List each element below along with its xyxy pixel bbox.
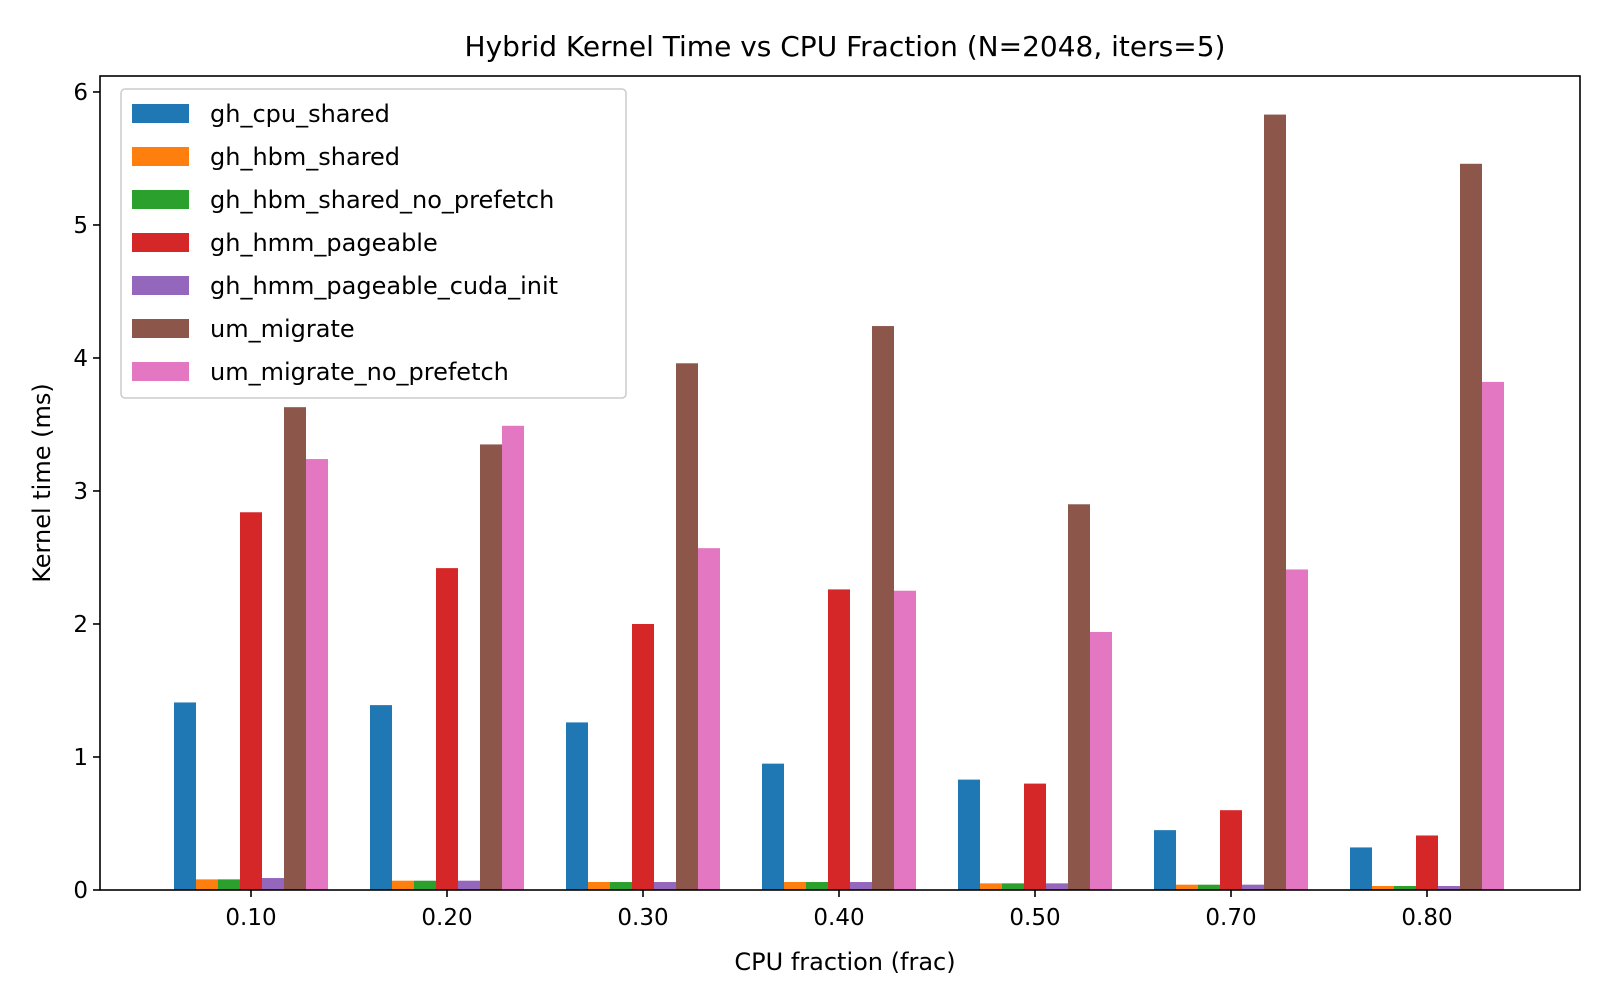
bar-um_migrate_no_prefetch-0.20 xyxy=(502,425,524,890)
x-tick-label: 0.50 xyxy=(1009,905,1060,931)
bar-gh_hmm_pageable_cuda_init-0.70 xyxy=(1242,884,1264,890)
bar-gh_hmm_pageable-0.70 xyxy=(1220,810,1242,890)
bar-gh_cpu_shared-0.80 xyxy=(1350,847,1372,890)
bar-um_migrate-0.30 xyxy=(676,363,698,890)
legend-swatch-gh_hmm_pageable xyxy=(132,233,189,252)
legend-swatch-gh_hbm_shared xyxy=(132,147,189,166)
x-tick-label: 0.70 xyxy=(1205,905,1256,931)
y-tick-label: 3 xyxy=(73,479,88,505)
x-axis-label: CPU fraction (frac) xyxy=(734,948,955,976)
series-gh_cpu_shared xyxy=(174,702,1372,890)
series-gh_hmm_pageable_cuda_init xyxy=(262,878,1460,890)
bar-gh_hbm_shared-0.20 xyxy=(392,880,414,890)
legend-swatch-gh_hbm_shared_no_prefetch xyxy=(132,190,189,209)
bar-gh_hbm_shared-0.50 xyxy=(980,883,1002,890)
bar-um_migrate_no_prefetch-0.30 xyxy=(698,548,720,890)
legend: gh_cpu_shared gh_hbm_shared gh_hbm_shared_… xyxy=(120,88,627,399)
bar-gh_hmm_pageable_cuda_init-0.30 xyxy=(654,882,676,890)
x-tick-label: 0.80 xyxy=(1401,905,1452,931)
bar-um_migrate_no_prefetch-0.10 xyxy=(306,459,328,890)
bar-gh_hbm_shared-0.70 xyxy=(1176,884,1198,890)
bar-gh_cpu_shared-0.20 xyxy=(370,705,392,890)
bar-gh_hbm_shared-0.30 xyxy=(588,882,610,890)
y-tick-label: 0 xyxy=(73,878,88,904)
legend-swatch-gh_hmm_pageable_cuda_init xyxy=(132,276,189,295)
bar-gh_hbm_shared_no_prefetch-0.30 xyxy=(610,882,632,890)
series-gh_hbm_shared xyxy=(196,879,1394,890)
bar-um_migrate-0.10 xyxy=(284,407,306,890)
chart-title: Hybrid Kernel Time vs CPU Fraction (N=20… xyxy=(465,30,1226,63)
bar-gh_cpu_shared-0.30 xyxy=(566,722,588,890)
y-axis: 0 1 2 3 4 5 6 xyxy=(73,80,100,904)
bars-group xyxy=(174,114,1504,891)
bar-um_migrate-0.70 xyxy=(1264,114,1286,890)
bar-um_migrate-0.80 xyxy=(1460,163,1482,891)
y-tick-label: 1 xyxy=(73,745,88,771)
y-tick-label: 5 xyxy=(73,213,88,239)
bar-gh_hbm_shared_no_prefetch-0.20 xyxy=(414,880,436,890)
bar-gh_hbm_shared_no_prefetch-0.70 xyxy=(1198,884,1220,890)
legend-swatch-gh_cpu_shared xyxy=(132,104,189,123)
x-axis: 0.10 0.20 0.30 0.40 0.50 0.70 0.80 xyxy=(225,890,1453,931)
legend-label-um_migrate_no_prefetch: um_migrate_no_prefetch xyxy=(210,358,509,386)
bar-gh_hmm_pageable_cuda_init-0.50 xyxy=(1046,883,1068,890)
series-um_migrate_no_prefetch xyxy=(306,381,1504,890)
legend-label-gh_hbm_shared_no_prefetch: gh_hbm_shared_no_prefetch xyxy=(210,186,554,214)
series-gh_hmm_pageable xyxy=(240,512,1438,890)
bar-gh_cpu_shared-0.70 xyxy=(1154,830,1176,890)
bar-gh_hmm_pageable-0.30 xyxy=(632,623,654,890)
bar-gh_hbm_shared-0.40 xyxy=(784,882,806,890)
legend-box xyxy=(120,88,627,399)
bar-gh_hbm_shared_no_prefetch-0.40 xyxy=(806,882,828,890)
x-tick-label: 0.30 xyxy=(617,905,668,931)
bar-gh_hbm_shared-0.10 xyxy=(196,879,218,890)
x-tick-label: 0.10 xyxy=(225,905,276,931)
bar-gh_hmm_pageable-0.50 xyxy=(1024,783,1046,890)
bar-gh_hbm_shared-0.80 xyxy=(1372,886,1394,890)
bar-gh_hmm_pageable-0.80 xyxy=(1416,835,1438,890)
legend-swatch-um_migrate_no_prefetch xyxy=(132,362,189,381)
series-um_migrate xyxy=(284,114,1482,891)
bar-um_migrate_no_prefetch-0.70 xyxy=(1286,569,1308,890)
bar-gh_hmm_pageable_cuda_init-0.80 xyxy=(1438,886,1460,890)
y-tick-label: 2 xyxy=(73,612,88,638)
bar-gh_hmm_pageable-0.10 xyxy=(240,512,262,890)
bar-gh_hbm_shared_no_prefetch-0.10 xyxy=(218,879,240,890)
bar-gh_hmm_pageable_cuda_init-0.40 xyxy=(850,882,872,890)
plot-frame xyxy=(99,75,1581,891)
bar-um_migrate-0.20 xyxy=(480,444,502,890)
bar-gh_hmm_pageable_cuda_init-0.20 xyxy=(458,880,480,890)
bar-gh_hbm_shared_no_prefetch-0.80 xyxy=(1394,886,1416,890)
legend-label-gh_hmm_pageable: gh_hmm_pageable xyxy=(210,229,438,257)
x-tick-label: 0.40 xyxy=(813,905,864,931)
bar-gh_hbm_shared_no_prefetch-0.50 xyxy=(1002,883,1024,890)
bar-um_migrate-0.50 xyxy=(1068,504,1090,890)
x-tick-label: 0.20 xyxy=(421,905,472,931)
legend-label-gh_hbm_shared: gh_hbm_shared xyxy=(210,143,400,171)
y-axis-label: Kernel time (ms) xyxy=(28,383,56,583)
bar-gh_cpu_shared-0.50 xyxy=(958,779,980,890)
legend-label-um_migrate: um_migrate xyxy=(210,315,355,343)
bar-gh_cpu_shared-0.40 xyxy=(762,763,784,890)
bar-gh_hmm_pageable_cuda_init-0.10 xyxy=(262,878,284,890)
bar-gh_cpu_shared-0.10 xyxy=(174,702,196,890)
bar-um_migrate_no_prefetch-0.80 xyxy=(1482,381,1504,890)
bar-gh_hmm_pageable-0.20 xyxy=(436,568,458,890)
legend-swatch-um_migrate xyxy=(132,319,189,338)
bar-gh_hmm_pageable-0.40 xyxy=(828,589,850,890)
y-tick-label: 6 xyxy=(73,80,88,106)
y-tick-label: 4 xyxy=(73,346,88,372)
bar-um_migrate_no_prefetch-0.50 xyxy=(1090,631,1112,890)
series-gh_hbm_shared_no_prefetch xyxy=(218,879,1416,890)
bar-um_migrate-0.40 xyxy=(872,326,894,891)
legend-label-gh_cpu_shared: gh_cpu_shared xyxy=(210,100,390,128)
bar-um_migrate_no_prefetch-0.40 xyxy=(894,590,916,890)
legend-label-gh_hmm_pageable_cuda_init: gh_hmm_pageable_cuda_init xyxy=(210,272,558,300)
